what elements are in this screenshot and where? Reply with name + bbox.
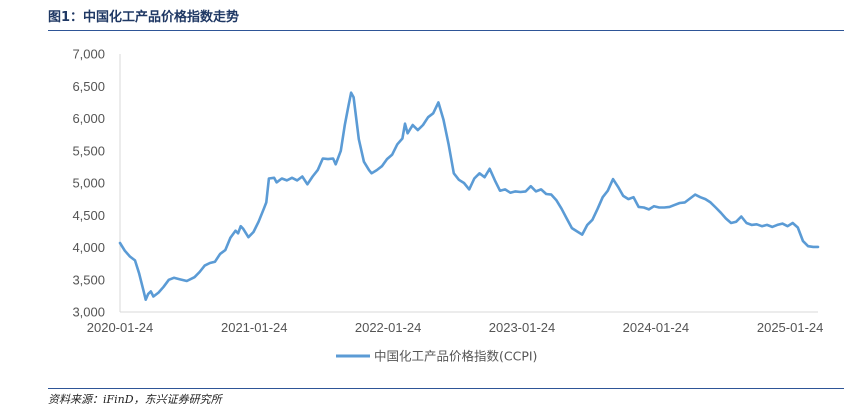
y-tick-label: 6,000 xyxy=(72,111,105,126)
x-tick-label: 2022-01-24 xyxy=(355,320,422,335)
y-tick-label: 6,500 xyxy=(72,79,105,94)
y-tick-label: 7,000 xyxy=(72,47,105,62)
x-tick-label: 2021-01-24 xyxy=(221,320,288,335)
y-tick-label: 5,000 xyxy=(72,176,105,191)
x-tick-label: 2023-01-24 xyxy=(489,320,556,335)
y-tick-label: 5,500 xyxy=(72,143,105,158)
y-tick-label: 3,000 xyxy=(72,305,105,320)
x-tick-label: 2025-01-24 xyxy=(757,320,824,335)
chart-plot: 3,000 3,500 4,000 4,500 5,000 5,500 6,000 6,500… xyxy=(72,47,824,364)
x-tick-label: 2020-01-24 xyxy=(87,320,154,335)
source-divider xyxy=(48,388,844,389)
title-divider xyxy=(48,30,844,31)
y-tick-label: 4,000 xyxy=(72,240,105,255)
y-tick-label: 4,500 xyxy=(72,208,105,223)
y-tick-label: 3,500 xyxy=(72,272,105,287)
series-layer xyxy=(118,91,820,301)
legend: 中国化工产品价格指数(CCPI) xyxy=(336,349,537,364)
legend-label: 中国化工产品价格指数(CCPI) xyxy=(374,349,537,364)
series-line-ccpi xyxy=(118,91,820,301)
x-tick-label: 2024-01-24 xyxy=(623,320,690,335)
source-note: 资料来源：iFinD，东兴证券研究所 xyxy=(48,393,222,406)
y-axis: 3,000 3,500 4,000 4,500 5,000 5,500 6,000 6,500… xyxy=(72,47,121,320)
x-axis: 2020-01-24 2021-01-24 2022-01-24 2023-01-24… xyxy=(87,311,824,335)
figure-title: 图1：中国化工产品价格指数走势 xyxy=(48,10,240,25)
